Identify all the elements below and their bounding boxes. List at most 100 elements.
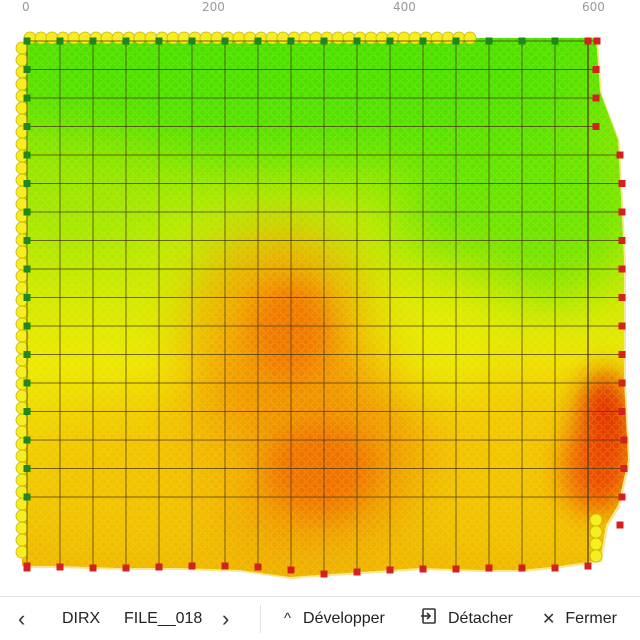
boundary-circle	[15, 281, 29, 295]
grid-marker	[23, 123, 31, 130]
ruler-tick-label-600: 600	[582, 0, 605, 14]
boundary-circle	[166, 31, 180, 45]
grid-marker	[620, 436, 628, 444]
boundary-circle	[15, 365, 29, 379]
expand-label: Développer	[303, 609, 385, 627]
boundary-circle	[589, 549, 603, 563]
grid-marker	[23, 37, 31, 45]
boundary-circle	[463, 31, 477, 45]
grid-marker	[23, 94, 31, 102]
ruler-tick-label-0: 0	[22, 0, 30, 14]
boundary-circle	[15, 161, 29, 175]
boundary-circle	[232, 31, 246, 45]
boundary-circle	[15, 53, 29, 67]
boundary-circle	[298, 31, 312, 45]
grid-marker	[23, 351, 31, 358]
boundary-circle	[441, 31, 455, 45]
grid-marker	[518, 564, 526, 572]
grid-marker	[616, 521, 624, 529]
grid-marker	[518, 37, 526, 45]
boundary-circle	[100, 31, 114, 45]
boundary-circle	[342, 31, 356, 45]
heatmap-plot[interactable]	[0, 18, 640, 596]
grid-marker	[320, 570, 328, 578]
grid-marker	[618, 351, 626, 358]
grid-marker	[188, 562, 196, 570]
boundary-circle	[199, 31, 213, 45]
grid-marker	[618, 493, 626, 501]
boundary-circle	[15, 221, 29, 235]
boundary-circle	[364, 31, 378, 45]
detach-button[interactable]: Détacher	[420, 597, 513, 640]
grid-marker	[188, 37, 196, 45]
next-button[interactable]: ›	[222, 597, 229, 640]
grid-marker	[23, 322, 31, 330]
boundary-circle	[15, 521, 29, 535]
dir-label[interactable]: DIRX	[62, 609, 101, 627]
grid-marker	[618, 208, 626, 216]
boundary-circle	[177, 31, 191, 45]
grid-marker	[23, 493, 31, 501]
map-viewport[interactable]: 0 200 400 600	[0, 0, 640, 596]
grid-marker	[353, 37, 361, 45]
grid-marker	[23, 180, 31, 187]
grid-marker	[485, 564, 493, 572]
grid-marker	[89, 564, 97, 572]
grid-marker	[221, 562, 229, 570]
grid-marker	[618, 322, 626, 330]
grid-marker	[452, 565, 460, 573]
close-icon: ✕	[542, 610, 556, 628]
grid-marker	[584, 37, 592, 45]
grid-marker	[23, 237, 31, 244]
prev-button[interactable]: ‹	[18, 597, 25, 640]
grid-marker	[122, 37, 130, 45]
grid-marker	[23, 436, 31, 444]
boundary-circle	[111, 31, 125, 45]
grid-marker	[618, 265, 626, 273]
grid-lines	[26, 40, 624, 574]
grid-marker	[618, 237, 626, 244]
boundary-circle	[15, 245, 29, 259]
detach-label: Détacher	[448, 609, 513, 627]
boundary-circle	[34, 31, 48, 45]
boundary-circle	[133, 31, 147, 45]
boundary-circle	[144, 31, 158, 45]
boundary-circle	[589, 537, 603, 551]
grid-marker	[616, 151, 624, 159]
grid-marker	[254, 37, 262, 45]
grid-marker	[56, 37, 64, 45]
boundary-circle	[375, 31, 389, 45]
grid-marker	[155, 37, 163, 45]
grid-marker	[584, 562, 592, 570]
grid-marker	[155, 563, 163, 571]
boundary-circle	[15, 533, 29, 547]
chevron-right-icon: ›	[222, 605, 230, 631]
grid-marker	[287, 566, 295, 574]
close-label: Fermer	[565, 609, 617, 627]
boundary-circle	[589, 525, 603, 539]
grid-marker	[287, 37, 295, 45]
boundary-circle	[15, 449, 29, 463]
grid-marker	[23, 564, 31, 572]
close-button[interactable]: ✕ Fermer	[542, 597, 617, 640]
boundary-circle	[15, 425, 29, 439]
grid-marker	[23, 265, 31, 273]
grid-marker	[23, 465, 31, 472]
boundary-circle	[243, 31, 257, 45]
grid-marker	[23, 379, 31, 387]
boundary-circle	[15, 77, 29, 91]
detach-icon	[420, 607, 438, 630]
grid-marker	[122, 564, 130, 572]
grid-marker	[23, 66, 31, 73]
boundary-circle	[15, 413, 29, 427]
boundary-circle	[15, 509, 29, 523]
chevron-left-icon: ‹	[18, 605, 26, 631]
grid-marker	[23, 208, 31, 216]
boundary-circle	[265, 31, 279, 45]
grid-marker	[620, 465, 628, 472]
boundary-circle	[45, 31, 59, 45]
file-label[interactable]: FILE__018	[124, 609, 203, 627]
expand-button[interactable]: ^ Développer	[284, 597, 385, 640]
boundary-circle	[15, 305, 29, 319]
boundary-circle	[397, 31, 411, 45]
